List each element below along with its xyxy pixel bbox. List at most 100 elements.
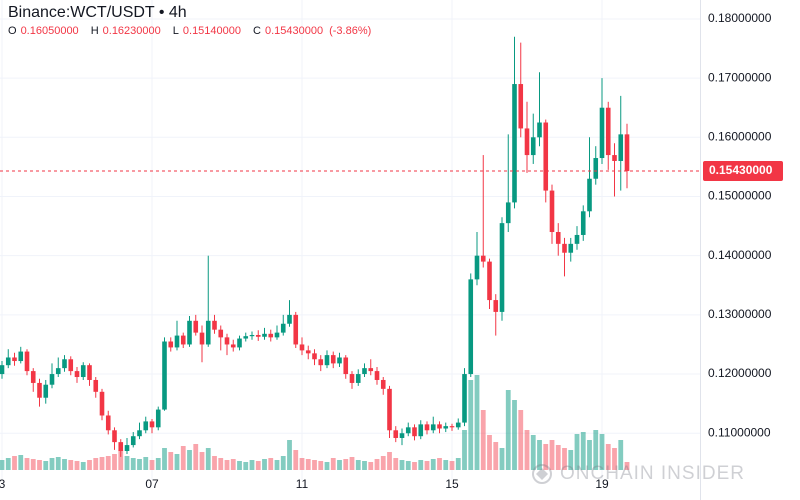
volume-bar (312, 460, 317, 470)
volume-bar (230, 459, 236, 470)
volume-bar (174, 454, 180, 470)
y-tick-label: 0.18000000 (708, 11, 772, 25)
volume-bar (343, 459, 349, 470)
volume-bar (387, 452, 392, 470)
volume-bar (205, 448, 211, 470)
volume-bar (62, 459, 67, 470)
x-tick-label: 11 (296, 477, 309, 491)
volume-bar (199, 452, 205, 470)
candle-body (80, 365, 86, 378)
volume-bar (349, 457, 355, 470)
candle-body (393, 430, 399, 438)
volume-bar (99, 457, 105, 470)
volume-bar (274, 460, 280, 470)
volume-bar (624, 462, 630, 470)
volume-bar (393, 458, 399, 470)
candle-body (230, 344, 236, 348)
watermark-icon (536, 468, 548, 480)
volume-bar (593, 430, 599, 470)
candle-body (18, 351, 24, 362)
legend-value: 0.16050000 (21, 25, 79, 37)
candle-body (24, 351, 30, 372)
candle-body (362, 368, 367, 375)
candle-body (330, 355, 336, 364)
x-tick-label: 3 (0, 477, 6, 491)
volume-bar (218, 458, 224, 470)
candle-body (305, 350, 311, 354)
x-tick-label: 07 (145, 477, 159, 491)
candle-body (118, 442, 124, 451)
volume-bar (237, 461, 242, 470)
candle-body (462, 374, 467, 423)
volume-bar (299, 458, 305, 470)
y-tick-label: 0.13000000 (708, 307, 772, 321)
volume-bar (587, 440, 592, 470)
candle-body (349, 374, 355, 383)
candle-body (487, 261, 492, 301)
volume-bar (68, 460, 74, 470)
candle-body (174, 335, 180, 348)
candle-body (43, 384, 49, 398)
volume-bar (262, 459, 267, 470)
legend-key: C (253, 25, 261, 37)
candle-body (280, 323, 286, 333)
candle-body (318, 359, 324, 366)
volume-bar (437, 458, 442, 470)
legend-value: 0.15430000 (265, 25, 323, 37)
volume-bar (405, 461, 411, 470)
candle-body (199, 332, 205, 345)
candle-body (12, 357, 17, 362)
candle-body (124, 445, 130, 451)
volume-bar (49, 458, 55, 470)
volume-bar (524, 430, 530, 470)
volume-bar (162, 448, 167, 470)
candle-body (87, 365, 92, 380)
y-tick-label: 0.14000000 (708, 248, 772, 262)
volume-bar (324, 462, 330, 470)
volume-bar (474, 375, 480, 470)
volume-bar (293, 450, 299, 470)
volume-bar (330, 458, 336, 470)
volume-bar (105, 456, 111, 470)
volume-bar (493, 442, 499, 470)
y-tick-label: 0.11000000 (708, 425, 771, 439)
volume-bar (193, 444, 199, 470)
volume-bar (80, 462, 86, 470)
candle-body (249, 334, 255, 337)
volume-bar (130, 458, 136, 470)
candle-body (530, 137, 536, 156)
candle-body (480, 255, 486, 262)
candle-body (524, 128, 530, 156)
legend-value: 0.16230000 (103, 25, 161, 37)
volume-bar (568, 450, 574, 470)
volume-bar (549, 440, 555, 470)
candle-body (343, 357, 349, 375)
volume-bar (505, 390, 511, 470)
volume-bar (30, 459, 36, 470)
volume-bar (399, 460, 405, 470)
volume-bar (243, 462, 249, 470)
volume-bar (380, 456, 386, 470)
watermark: ONCHAIN INSIDER (532, 463, 744, 484)
volume-bar (480, 410, 486, 470)
candle-body (105, 415, 111, 431)
volume-bar (605, 444, 611, 470)
candle-body (218, 329, 224, 338)
volume-bar (249, 460, 255, 470)
volume-bar (287, 440, 292, 470)
candle-body (55, 368, 61, 375)
volume-bar (5, 458, 11, 470)
candle-body (68, 359, 74, 372)
candle-body (424, 424, 430, 431)
candle-body (449, 426, 455, 428)
volume-bar (355, 460, 361, 470)
volume-bar (155, 458, 161, 470)
volume-bar (18, 455, 24, 470)
candle-body (437, 424, 442, 429)
candle-body (505, 202, 511, 224)
volume-bar (562, 448, 567, 470)
candle-body (255, 334, 261, 337)
volume-bar (43, 461, 49, 470)
volume-bar (574, 434, 580, 470)
legend-value: 0.15140000 (183, 25, 241, 37)
